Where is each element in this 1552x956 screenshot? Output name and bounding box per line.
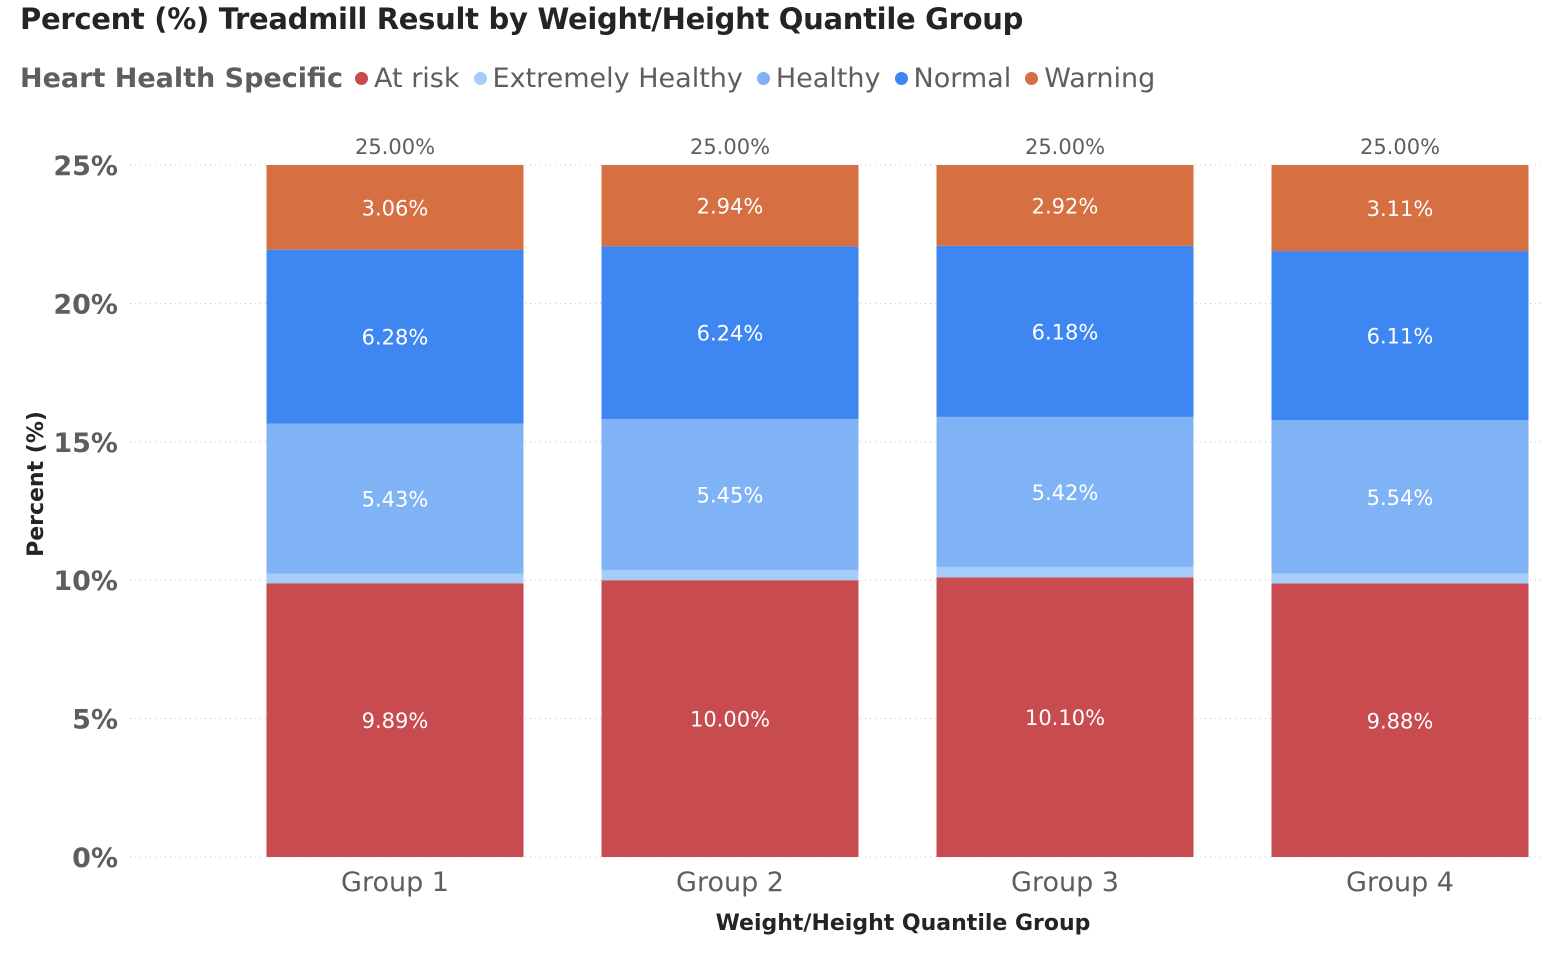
bar-segment — [1271, 583, 1529, 857]
bar-segment — [601, 246, 859, 420]
bar-segment — [266, 423, 524, 574]
y-tick-label: 20% — [53, 289, 118, 320]
legend-item-at-risk[interactable]: At risk — [355, 62, 460, 94]
bar-segment — [936, 416, 1194, 567]
x-axis-title: Weight/Height Quantile Group — [716, 911, 1091, 936]
bar-segment — [601, 569, 859, 581]
legend-marker-extremely-healthy — [473, 71, 487, 85]
bar-segment — [936, 165, 1194, 246]
legend-marker-healthy — [756, 71, 770, 85]
bar-segment — [1271, 420, 1529, 574]
data-label: 5.42% — [1032, 481, 1099, 505]
data-label: 10.10% — [1025, 706, 1105, 730]
legend: Heart Health Specific At risk Extremely … — [20, 58, 1169, 98]
y-tick-label: 15% — [53, 428, 118, 459]
bar-segment — [266, 573, 524, 584]
legend-label-at-risk: At risk — [374, 62, 460, 94]
data-label: 5.43% — [362, 488, 429, 512]
legend-label-warning: Warning — [1044, 62, 1156, 94]
x-tick-label: Group 4 — [1346, 867, 1454, 898]
total-label: 25.00% — [355, 135, 435, 159]
x-tick-label: Group 2 — [676, 867, 784, 898]
total-label: 25.00% — [1360, 135, 1440, 159]
legend-marker-warning — [1025, 71, 1039, 85]
legend-label-healthy: Healthy — [775, 62, 881, 94]
legend-item-extremely-healthy[interactable]: Extremely Healthy — [473, 62, 743, 94]
bar-segment — [266, 165, 524, 250]
data-label: 9.89% — [362, 709, 429, 733]
y-tick-label: 10% — [53, 566, 118, 597]
legend-item-normal[interactable]: Normal — [894, 62, 1012, 94]
total-label: 25.00% — [1025, 135, 1105, 159]
x-tick-label: Group 3 — [1011, 867, 1119, 898]
data-label: 6.18% — [1032, 320, 1099, 344]
data-label: 5.45% — [697, 484, 764, 508]
y-tick-label: 25% — [53, 151, 118, 182]
y-tick-label: 5% — [72, 705, 118, 736]
data-label: 6.24% — [697, 322, 764, 346]
bar-segment — [601, 165, 859, 247]
legend-marker-normal — [894, 71, 908, 85]
data-label: 10.00% — [690, 708, 770, 732]
total-label: 25.00% — [690, 135, 770, 159]
x-tick-label: Group 1 — [341, 867, 449, 898]
data-label: 2.94% — [697, 195, 764, 219]
legend-label-normal: Normal — [913, 62, 1012, 94]
bar-segment — [1271, 165, 1529, 252]
y-axis-title: Percent (%) — [24, 411, 49, 557]
legend-label-extremely-healthy: Extremely Healthy — [492, 62, 743, 94]
legend-marker-at-risk — [355, 71, 369, 85]
bar-segment — [936, 566, 1194, 578]
legend-item-warning[interactable]: Warning — [1025, 63, 1155, 94]
bar-segment — [266, 249, 524, 424]
legend-item-healthy[interactable]: Healthy — [756, 62, 881, 94]
bar-segment — [601, 580, 859, 857]
chart-title: Percent (%) Treadmill Result by Weight/H… — [20, 2, 1024, 36]
data-label: 9.88% — [1367, 709, 1434, 733]
data-label: 6.11% — [1367, 325, 1434, 349]
bar-segment — [936, 577, 1194, 857]
bar-segment — [1271, 251, 1529, 421]
bar-segment — [266, 583, 524, 857]
legend-title: Heart Health Specific — [20, 62, 344, 94]
bar-segment — [1271, 573, 1529, 584]
data-label: 5.54% — [1367, 486, 1434, 510]
bar-segment — [601, 419, 859, 570]
bar-segment — [936, 245, 1194, 417]
y-tick-label: 0% — [72, 843, 118, 874]
data-label: 3.11% — [1367, 197, 1434, 221]
data-label: 2.92% — [1032, 194, 1099, 218]
data-label: 3.06% — [362, 196, 429, 220]
data-label: 6.28% — [362, 326, 429, 350]
